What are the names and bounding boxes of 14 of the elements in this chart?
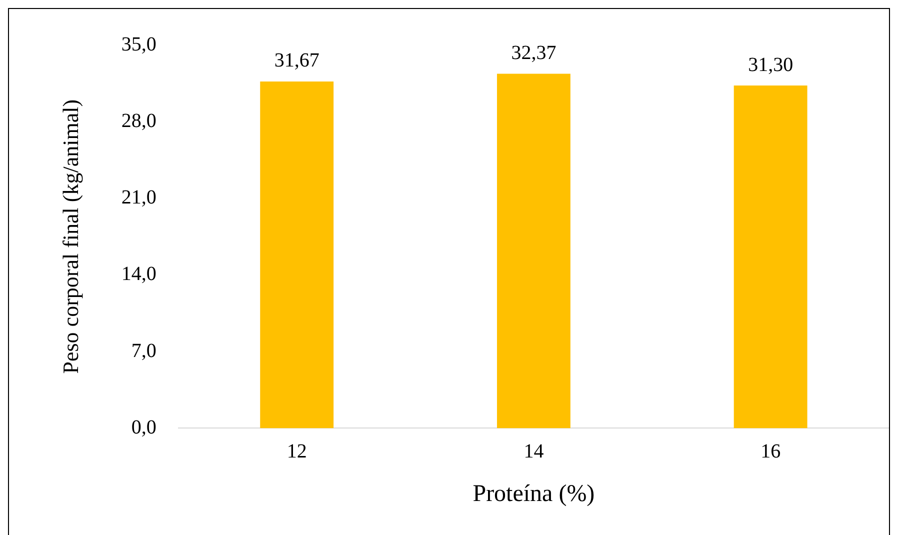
data-label: 31,67 — [274, 50, 320, 72]
y-tick-label: 21,0 — [121, 186, 156, 209]
x-axis-title: Proteína (%) — [472, 480, 595, 507]
x-tick-label: 14 — [524, 440, 544, 462]
data-label: 31,30 — [748, 54, 794, 76]
data-label: 32,37 — [511, 42, 556, 64]
y-tick-label: 7,0 — [131, 340, 156, 362]
x-tick-label: 12 — [286, 440, 307, 462]
y-tick-label: 28,0 — [121, 110, 156, 132]
y-axis-title: Peso corporal final (kg/animal) — [58, 99, 83, 374]
y-tick-label: 35,0 — [121, 33, 156, 56]
x-tick-label: 16 — [760, 440, 781, 462]
y-tick-label: 14,0 — [121, 263, 156, 286]
y-tick-label: 0,0 — [131, 416, 156, 438]
